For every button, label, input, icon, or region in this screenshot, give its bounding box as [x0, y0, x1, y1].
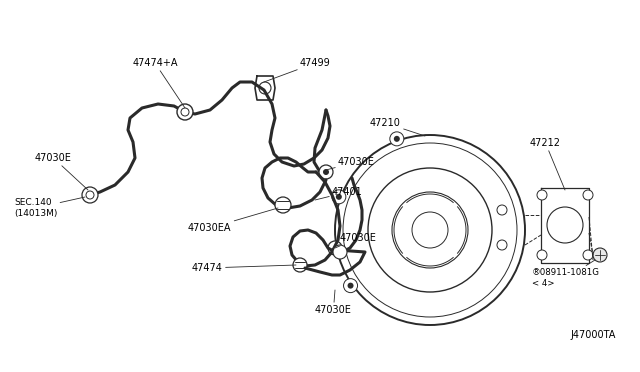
Circle shape: [275, 197, 291, 213]
Text: SEC.140
(14013M): SEC.140 (14013M): [14, 197, 85, 218]
Circle shape: [593, 248, 607, 262]
Text: 47210: 47210: [370, 118, 425, 136]
Circle shape: [293, 258, 307, 272]
Circle shape: [323, 169, 329, 175]
Text: 47030E: 47030E: [315, 290, 352, 315]
Text: 47474+A: 47474+A: [132, 58, 185, 108]
Text: ®08911-1081G
< 4>: ®08911-1081G < 4>: [532, 260, 600, 288]
Text: J47000TA: J47000TA: [570, 330, 616, 340]
Text: 47212: 47212: [530, 138, 565, 190]
Circle shape: [336, 194, 342, 200]
Circle shape: [344, 279, 358, 293]
Text: 47030EA: 47030EA: [188, 208, 278, 233]
Text: 47401: 47401: [315, 187, 363, 200]
Circle shape: [537, 250, 547, 260]
Text: 47499: 47499: [264, 58, 331, 82]
Circle shape: [333, 245, 347, 259]
Circle shape: [497, 205, 507, 215]
Text: 47030E: 47030E: [35, 153, 88, 190]
Circle shape: [583, 250, 593, 260]
Circle shape: [177, 104, 193, 120]
Circle shape: [319, 165, 333, 179]
Circle shape: [332, 190, 346, 204]
Text: 47474: 47474: [192, 263, 296, 273]
Text: 47030E: 47030E: [326, 157, 375, 170]
Circle shape: [390, 132, 404, 146]
Text: 47030E: 47030E: [335, 233, 377, 248]
Circle shape: [583, 190, 593, 200]
Circle shape: [537, 190, 547, 200]
Circle shape: [497, 240, 507, 250]
Circle shape: [348, 283, 353, 289]
Circle shape: [394, 136, 400, 142]
Circle shape: [328, 241, 342, 255]
Circle shape: [82, 187, 98, 203]
